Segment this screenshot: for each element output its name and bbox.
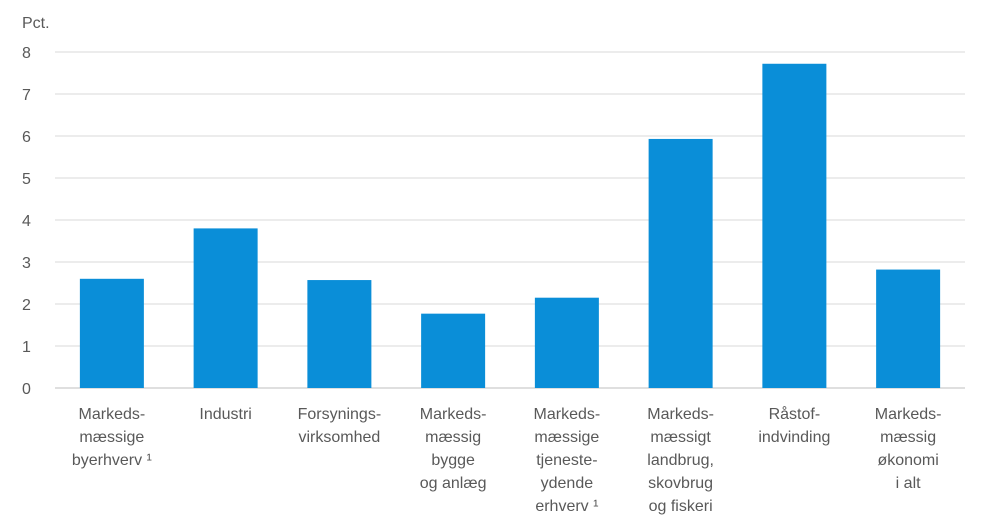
x-tick-label-line: mæssigt [650,429,711,446]
x-tick-label-line: mæssig [425,429,481,446]
x-tick-label-line: og fiskeri [649,498,713,515]
y-tick-label: 7 [22,87,31,104]
x-tick-label: Råstof-indvinding [758,405,830,446]
x-tick-label-line: økonomi [877,452,938,469]
x-tick-label: Markeds-mæssige byerhverv ¹ [72,406,152,469]
x-tick-label: Markeds-mæssige tjeneste-ydende erhverv ¹ [534,406,601,515]
x-tick-label-line: Markeds- [79,406,146,423]
bars [79,63,941,388]
x-tick-label-line: Forsynings- [298,406,382,423]
x-tick-label: Markeds-mæssig bygge og anlæg [420,406,487,492]
x-tick-label-line: indvinding [758,429,830,446]
x-tick-label-line: byerhverv ¹ [72,452,152,469]
y-tick-label: 6 [22,129,31,146]
x-tick-label-line: Markeds- [420,406,487,423]
x-tick-label-line: mæssige [534,429,599,446]
x-tick-label-line: Markeds- [647,406,714,423]
y-axis-label: Pct. [22,15,50,32]
bar [421,313,486,388]
x-tick-label-line: virksomhed [298,429,380,446]
x-tick-label-line: mæssig [880,429,936,446]
bar [534,297,599,388]
x-tick-label-line: Råstof- [769,405,821,423]
bar [648,138,713,388]
y-tick-label: 0 [22,381,31,398]
bar [193,228,258,388]
bar [876,269,941,388]
y-tick-label: 5 [22,171,31,188]
x-tick-label-line: ydende [541,475,594,492]
x-tick-label-line: skovbrug [648,475,713,492]
x-tick-label-line: i alt [896,475,921,492]
y-tick-label: 1 [22,339,31,356]
y-tick-label: 3 [22,255,31,272]
bar [307,280,372,388]
x-tick-label-line: bygge [431,452,475,469]
x-tick-label-line: Industri [199,406,251,423]
y-tick-label: 4 [22,213,31,230]
x-tick-label: Markeds-mæssigt landbrug, skovbrug og fiske… [647,406,714,515]
x-tick-label-line: tjeneste- [536,452,597,469]
x-axis-ticks: Markeds-mæssige byerhverv ¹ Industri Forsyn… [72,405,942,515]
y-tick-label: 2 [22,297,31,314]
gridlines [55,51,965,389]
x-tick-label-line: mæssige [79,429,144,446]
x-tick-label-line: Markeds- [534,406,601,423]
x-tick-label: Markeds-mæssig økonomi i alt [875,406,942,492]
x-tick-label-line: og anlæg [420,475,487,492]
x-tick-label-line: erhverv ¹ [535,498,598,515]
bar [762,63,827,388]
y-axis-ticks: 0 1 2 3 4 5 6 7 8 [22,45,31,398]
x-tick-label: Industri [199,406,251,423]
x-tick-label-line: Markeds- [875,406,942,423]
bar [79,278,144,388]
x-tick-label-line: landbrug, [647,452,714,469]
y-tick-label: 8 [22,45,31,62]
x-tick-label: Forsynings-virksomhed [298,406,382,446]
